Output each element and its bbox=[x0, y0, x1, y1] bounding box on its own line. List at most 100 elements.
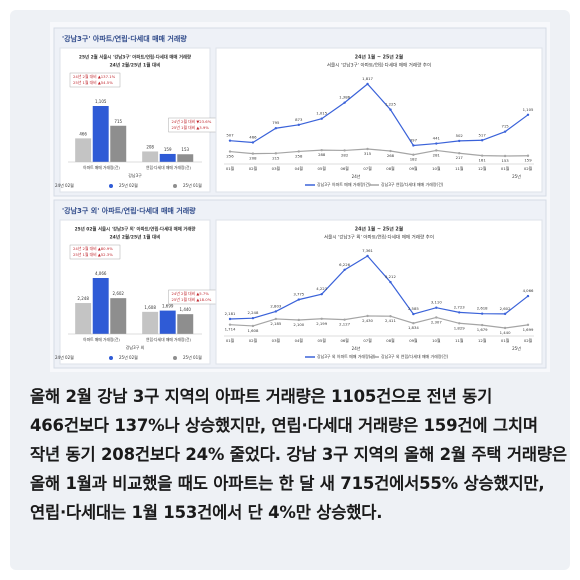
point bbox=[320, 117, 323, 120]
value-label: 2,100 bbox=[293, 322, 304, 327]
bar bbox=[159, 310, 176, 334]
card: '강남3구' 아파트/연립·다세대 매매 거래량 '강남3구 외' 아파트/연립… bbox=[10, 10, 570, 570]
value-label: 1,608 bbox=[144, 305, 156, 310]
point bbox=[480, 323, 484, 327]
point bbox=[458, 322, 461, 325]
annotation: 25년 1월 대비 ▲18.0% bbox=[172, 297, 212, 302]
value-label: 1,829 bbox=[454, 325, 465, 330]
legend-label: 25년 02월 bbox=[119, 182, 138, 188]
point bbox=[389, 280, 392, 284]
value-label: 715 bbox=[501, 124, 509, 129]
chart-title: 24년 1월 ~ 25년 2월 bbox=[355, 54, 404, 61]
chart-card bbox=[215, 219, 543, 365]
point bbox=[228, 317, 232, 321]
value-label: 2,430 bbox=[362, 318, 373, 323]
point bbox=[503, 326, 507, 330]
point bbox=[343, 149, 346, 152]
point bbox=[251, 141, 255, 144]
x-tick-label: 09월 bbox=[409, 166, 418, 171]
value-label: 715 bbox=[114, 119, 122, 124]
x-tick-label: 02월 bbox=[249, 166, 258, 171]
legend-label: 24년 02월 bbox=[55, 182, 74, 188]
value-label: 256 bbox=[226, 154, 234, 159]
x-tick-label: 07월 bbox=[363, 338, 372, 343]
point bbox=[274, 152, 278, 155]
value-label: 2,585 bbox=[408, 306, 419, 311]
value-label: 4,066 bbox=[95, 271, 107, 276]
value-label: 161 bbox=[479, 158, 487, 163]
value-label: 182 bbox=[410, 157, 418, 162]
value-label: 2,803 bbox=[270, 303, 281, 308]
value-label: 215 bbox=[272, 155, 280, 160]
x-tick-label: 08월 bbox=[386, 166, 395, 171]
group-label: 강남3구 bbox=[128, 172, 142, 178]
bar bbox=[92, 106, 109, 162]
x-tick-label: 10월 bbox=[432, 166, 441, 171]
line bbox=[229, 83, 529, 147]
x-tick-label: 01월 bbox=[501, 166, 510, 171]
value-label: 2,248 bbox=[77, 296, 89, 301]
chart-title: 25년 2월 서울시 '강남3구' 아파트/연립·다세대 매매 거래량 bbox=[79, 54, 191, 61]
bar bbox=[142, 311, 159, 334]
line bbox=[229, 255, 529, 320]
chart-subtitle: 24년 2월/25년 1월 대비 bbox=[109, 62, 160, 69]
point bbox=[274, 127, 278, 130]
value-label: 153 bbox=[501, 158, 509, 163]
value-label: 2,618 bbox=[477, 306, 488, 311]
x-tick-label: 아파트 매매 거래량(건) bbox=[83, 337, 120, 342]
legend-swatch bbox=[173, 356, 177, 360]
value-label: 1,105 bbox=[523, 107, 534, 112]
panel-header: '강남3구' 아파트/연립·다세대 매매 거래량 bbox=[62, 34, 187, 43]
legend-swatch bbox=[109, 356, 113, 360]
x-tick-label: 연립·다세대 매매 거래량(건) bbox=[146, 337, 192, 342]
x-tick-label: 01월 bbox=[226, 166, 235, 171]
point bbox=[343, 268, 346, 272]
value-label: 1,817 bbox=[362, 76, 373, 81]
point bbox=[435, 306, 438, 309]
point bbox=[480, 139, 484, 142]
point bbox=[435, 316, 438, 319]
bar bbox=[110, 125, 127, 162]
point bbox=[228, 139, 232, 142]
bar bbox=[75, 303, 92, 334]
value-label: 258 bbox=[295, 153, 303, 158]
x-tick-label: 11월 bbox=[455, 338, 464, 343]
legend-label: 강남3구 연립/다세대 매매 거래량(건) bbox=[381, 181, 444, 187]
x-tick-label: 09월 bbox=[409, 338, 418, 343]
value-label: 315 bbox=[364, 151, 372, 156]
value-label: 1,699 bbox=[523, 327, 534, 332]
value-label: 3,110 bbox=[431, 300, 442, 305]
annotation: 25년 1월 대비 ▲52.3% bbox=[73, 252, 113, 257]
value-label: 4,223 bbox=[316, 286, 327, 291]
point bbox=[297, 123, 300, 127]
bar bbox=[177, 314, 194, 334]
legend-label: 강남3구 외 연립/다세대 매매 거래량(건) bbox=[381, 353, 449, 359]
point bbox=[320, 148, 323, 152]
x-tick-label: 05월 bbox=[318, 166, 327, 171]
point bbox=[435, 149, 438, 152]
value-label: 282 bbox=[341, 152, 349, 157]
point bbox=[366, 82, 369, 86]
panel-header: '강남3구 외' 아파트/연립·다세대 매매 거래량 bbox=[62, 206, 196, 215]
value-label: 281 bbox=[433, 152, 441, 157]
chart-subtitle: 24년 2월/25년 1월 대비 bbox=[109, 234, 160, 241]
value-label: 1,608 bbox=[247, 328, 258, 333]
value-label: 4,066 bbox=[523, 288, 534, 293]
value-label: 2,248 bbox=[247, 310, 258, 315]
value-label: 5,212 bbox=[385, 274, 396, 279]
value-label: 466 bbox=[79, 131, 87, 136]
chart-subtitle: 서울시 '강남3구 외' 아파트/연립·다세대 매매 거래량 추이 bbox=[324, 234, 434, 241]
line bbox=[229, 315, 529, 329]
legend-label: 25년 02월 bbox=[119, 354, 138, 360]
value-label: 1,015 bbox=[316, 111, 327, 116]
value-label: 2,199 bbox=[316, 321, 327, 326]
value-label: 2,307 bbox=[431, 319, 442, 324]
x-tick-label: 10월 bbox=[432, 338, 441, 343]
point bbox=[343, 101, 346, 104]
point bbox=[366, 254, 369, 258]
x-tick-label: 02월 bbox=[524, 338, 533, 343]
value-label: 502 bbox=[456, 133, 464, 138]
x-tick-label: 07월 bbox=[363, 166, 372, 171]
legend-label: 25년 01월 bbox=[183, 354, 202, 360]
point bbox=[458, 311, 461, 314]
